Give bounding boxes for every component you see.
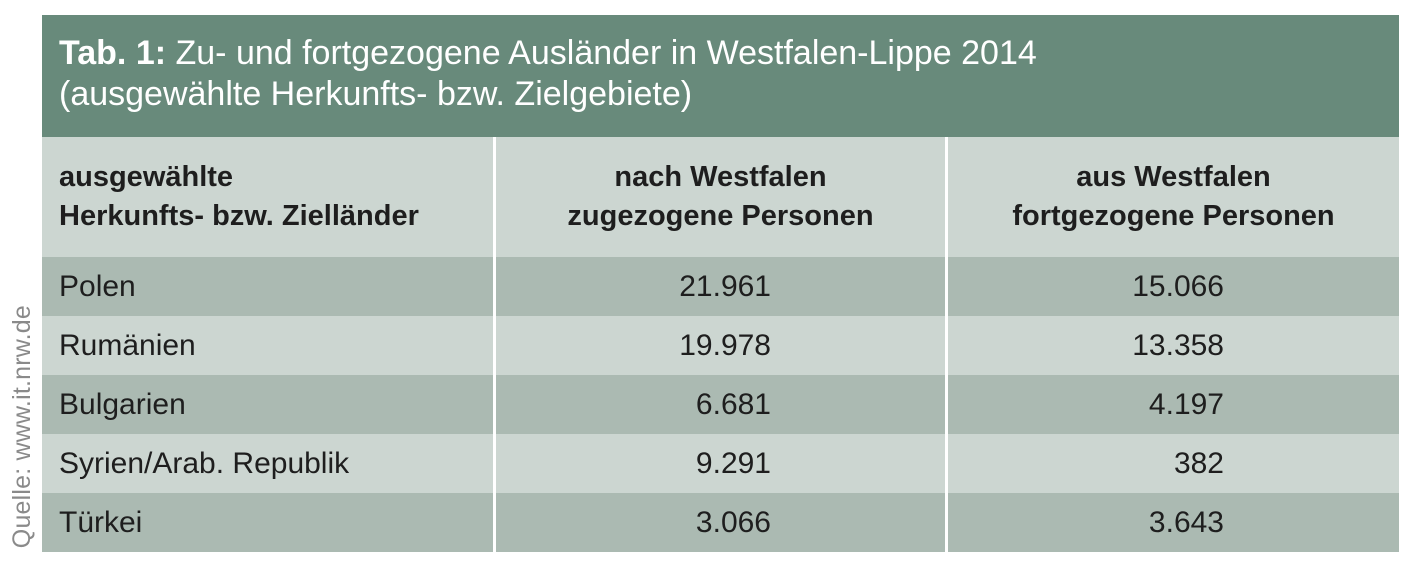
- header-outgoing: aus Westfalen fortgezogene Personen: [945, 137, 1399, 257]
- table-header-row: ausgewählte Herkunfts- bzw. Zielländer n…: [42, 137, 1399, 257]
- table-row: Syrien/Arab. Republik 9.291 382: [42, 434, 1399, 493]
- cell-country: Syrien/Arab. Republik: [59, 446, 350, 480]
- cell-incoming: 6.681: [493, 375, 945, 434]
- title-line-1: Tab. 1: Zu- und fortgezogene Ausländer i…: [59, 33, 1399, 74]
- header-country: ausgewählte Herkunfts- bzw. Zielländer: [42, 137, 493, 257]
- cell-country: Rumänien: [59, 328, 196, 362]
- source-text: Quelle: www.it.nrw.de: [7, 304, 36, 548]
- header-incoming-line-2: zugezogene Personen: [567, 200, 874, 232]
- cell-outgoing: 15.066: [945, 257, 1399, 316]
- cell-country: Türkei: [59, 505, 143, 539]
- header-incoming-line-1: nach Westfalen: [614, 161, 827, 193]
- header-outgoing-line-2: fortgezogene Personen: [1012, 200, 1335, 232]
- title-prefix: Tab. 1:: [59, 34, 167, 72]
- cell-incoming: 9.291: [493, 434, 945, 493]
- cell-outgoing: 13.358: [945, 316, 1399, 375]
- table-row: Türkei 3.066 3.643: [42, 493, 1399, 552]
- header-country-line-2: Herkunfts- bzw. Zielländer: [59, 200, 419, 232]
- header-incoming: nach Westfalen zugezogene Personen: [493, 137, 945, 257]
- header-outgoing-line-1: aus Westfalen: [1076, 161, 1271, 193]
- title-text: Zu- und fortgezogene Ausländer in Westfa…: [166, 34, 1037, 72]
- cell-outgoing: 3.643: [945, 493, 1399, 552]
- cell-incoming: 19.978: [493, 316, 945, 375]
- title-line-2: (ausgewählte Herkunfts- bzw. Zielgebiete…: [59, 75, 693, 113]
- table-row: Polen 21.961 15.066: [42, 257, 1399, 316]
- data-table: Tab. 1: Zu- und fortgezogene Ausländer i…: [42, 15, 1399, 552]
- cell-outgoing: 382: [945, 434, 1399, 493]
- cell-outgoing: 4.197: [945, 375, 1399, 434]
- table-row: Bulgarien 6.681 4.197: [42, 375, 1399, 434]
- cell-country: Bulgarien: [59, 387, 186, 421]
- cell-incoming: 3.066: [493, 493, 945, 552]
- cell-country: Polen: [59, 269, 136, 303]
- cell-incoming: 21.961: [493, 257, 945, 316]
- source-note: Quelle: www.it.nrw.de: [4, 0, 40, 548]
- header-country-line-1: ausgewählte: [59, 161, 234, 193]
- table-row: Rumänien 19.978 13.358: [42, 316, 1399, 375]
- table-title: Tab. 1: Zu- und fortgezogene Ausländer i…: [42, 15, 1399, 137]
